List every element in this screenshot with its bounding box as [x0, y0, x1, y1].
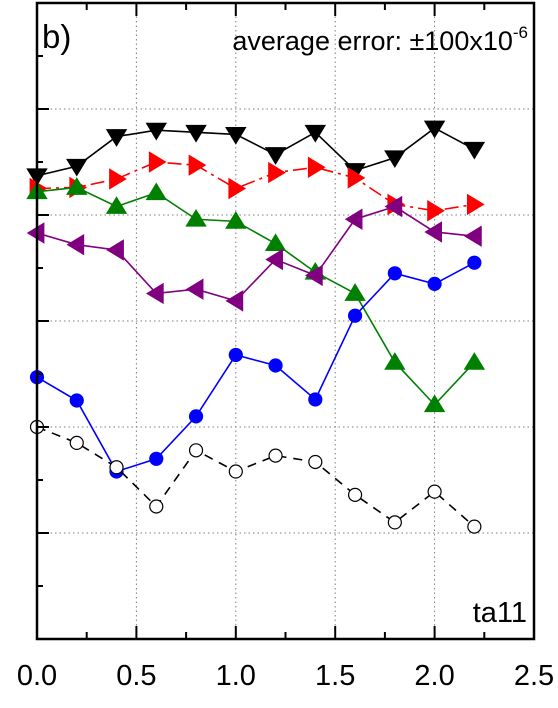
series-1-point	[427, 200, 445, 222]
x-tick-label: 2.5	[514, 660, 554, 692]
series-3-point	[344, 208, 363, 230]
corner-label: ta11	[473, 597, 527, 629]
series-0-point	[66, 158, 88, 177]
series-2-point	[105, 196, 128, 214]
x-tick-label: 0.0	[17, 660, 57, 692]
series-layer	[26, 120, 486, 534]
series-3-point	[225, 290, 244, 312]
annotation-text: average error: ±100x10	[232, 26, 512, 56]
series-5-point	[347, 487, 363, 502]
series-1-point	[307, 156, 326, 179]
series-0-point	[264, 147, 287, 165]
series-5-point	[427, 484, 442, 499]
series-0-point	[105, 129, 128, 147]
series-2-point	[463, 352, 486, 370]
series-1-point	[148, 151, 167, 173]
series-0-point	[423, 120, 446, 139]
series-1-point	[347, 167, 366, 189]
series-1-point	[188, 154, 207, 176]
series-4-point	[69, 393, 84, 408]
series-1-point	[228, 177, 247, 200]
series-2-point	[423, 394, 446, 413]
series-5-line	[36, 426, 475, 528]
series-1-point	[466, 193, 485, 216]
series-2	[26, 177, 486, 413]
series-4-point	[308, 392, 323, 407]
series-0-point	[225, 127, 247, 145]
series-5-point	[109, 460, 124, 475]
series-4	[29, 255, 482, 479]
series-3-point	[384, 195, 403, 218]
series-5-point	[69, 435, 84, 450]
series-0-line	[36, 127, 475, 177]
series-3-point	[185, 278, 204, 300]
series-2-point	[264, 233, 287, 252]
series-0-point	[384, 150, 406, 169]
series-2-line	[36, 186, 475, 406]
series-1-line	[36, 161, 475, 212]
series-2-point	[66, 177, 88, 195]
series-4-point	[347, 308, 363, 323]
x-tick-label: 2.0	[414, 660, 454, 692]
series-2-point	[344, 283, 366, 301]
series-3	[26, 195, 482, 312]
series-3-point	[66, 233, 85, 256]
series-5-point	[188, 443, 204, 458]
series-4-point	[188, 409, 204, 424]
grid	[37, 3, 534, 639]
series-4-point	[268, 358, 283, 373]
series-5-point	[308, 454, 323, 470]
series-4-point	[387, 266, 402, 281]
series-5-point	[228, 464, 243, 479]
series-2-point	[145, 182, 167, 201]
series-0-point	[463, 141, 486, 160]
series-3-point	[464, 225, 482, 247]
x-tick-label: 0.5	[116, 660, 156, 692]
series-5	[29, 419, 482, 534]
series-5-point	[387, 515, 402, 530]
series-3-point	[305, 264, 323, 287]
series-4-line	[36, 261, 475, 473]
annotation: average error: ±100x10-6	[232, 23, 528, 56]
series-3-point	[265, 248, 283, 271]
series-0-point	[304, 124, 327, 143]
annotation-superscript: -6	[513, 23, 528, 42]
series-2-point	[225, 211, 247, 229]
series-3-point	[146, 282, 164, 305]
series-4-point	[149, 451, 164, 466]
x-tick-label: 1.0	[216, 660, 256, 692]
series-4-point	[427, 276, 442, 291]
series-3-point	[424, 221, 442, 243]
x-tick-labels: 0.0 0.5 1.0 1.5 2.0 2.5	[17, 660, 554, 692]
series-4-point	[228, 347, 243, 363]
series-3-point	[106, 239, 124, 261]
x-tick-label: 1.5	[315, 660, 355, 692]
series-1	[29, 151, 485, 222]
series-5-point	[268, 448, 283, 463]
ticks	[36, 2, 535, 640]
series-1-point	[268, 161, 286, 184]
series-5-point	[467, 519, 482, 534]
panel-label: b)	[42, 18, 71, 55]
series-0-point	[145, 122, 167, 141]
series-2-point	[384, 352, 406, 370]
series-2-point	[185, 208, 207, 227]
series-0-point	[185, 124, 207, 143]
series-4-point	[467, 255, 482, 270]
series-0	[26, 120, 486, 187]
series-1-point	[109, 168, 127, 190]
series-3-line	[36, 205, 475, 302]
series-5-point	[149, 499, 164, 514]
